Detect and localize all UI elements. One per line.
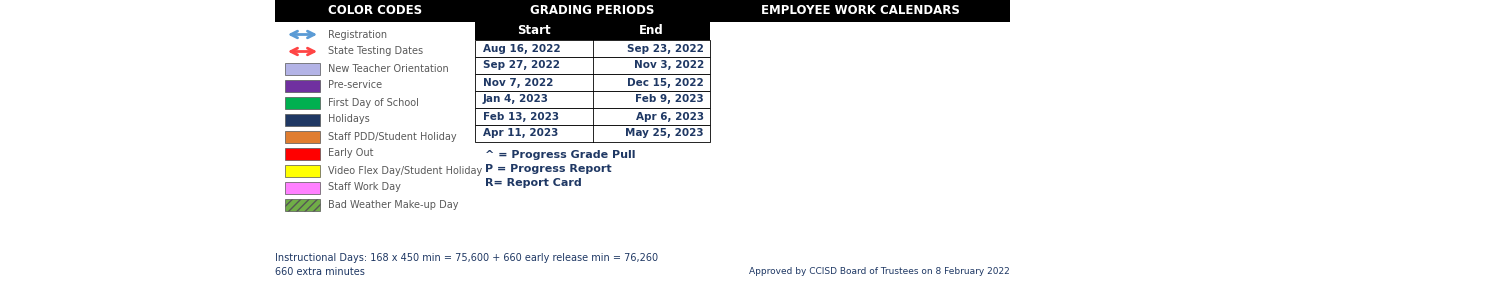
- Text: Nov 7, 2022: Nov 7, 2022: [483, 78, 553, 88]
- Bar: [710, 0, 1010, 22]
- Bar: [476, 74, 710, 91]
- Text: R= Report Card: R= Report Card: [485, 178, 581, 188]
- Text: Instructional Days: 168 x 450 min = 75,600 + 660 early release min = 76,260: Instructional Days: 168 x 450 min = 75,6…: [275, 253, 658, 263]
- Text: Sep 27, 2022: Sep 27, 2022: [483, 61, 560, 71]
- Text: Feb 9, 2023: Feb 9, 2023: [636, 94, 704, 104]
- Text: Video Flex Day/Student Holiday: Video Flex Day/Student Holiday: [328, 166, 482, 176]
- Text: GRADING PERIODS: GRADING PERIODS: [530, 4, 655, 18]
- Text: Registration: Registration: [328, 29, 387, 39]
- Bar: [476, 125, 710, 142]
- Text: Feb 13, 2023: Feb 13, 2023: [483, 111, 559, 121]
- Text: Approved by CCISD Board of Trustees on 8 February 2022: Approved by CCISD Board of Trustees on 8…: [749, 268, 1010, 276]
- Text: P = Progress Report: P = Progress Report: [485, 164, 612, 174]
- Text: Pre-service: Pre-service: [328, 81, 382, 91]
- Text: Jan 4, 2023: Jan 4, 2023: [483, 94, 550, 104]
- Text: New Teacher Orientation: New Teacher Orientation: [328, 64, 448, 74]
- Bar: [285, 165, 320, 176]
- Text: Nov 3, 2022: Nov 3, 2022: [634, 61, 704, 71]
- Text: ^ = Progress Grade Pull: ^ = Progress Grade Pull: [485, 150, 636, 160]
- Text: Staff Work Day: Staff Work Day: [328, 183, 400, 193]
- Text: Holidays: Holidays: [328, 114, 370, 124]
- Bar: [476, 0, 710, 22]
- Text: Dec 15, 2022: Dec 15, 2022: [627, 78, 704, 88]
- Text: Staff PDD/Student Holiday: Staff PDD/Student Holiday: [328, 131, 456, 141]
- Bar: [285, 131, 320, 143]
- Text: Bad Weather Make-up Day: Bad Weather Make-up Day: [328, 200, 459, 210]
- Text: May 25, 2023: May 25, 2023: [625, 128, 704, 138]
- Text: Aug 16, 2022: Aug 16, 2022: [483, 44, 560, 54]
- Text: Early Out: Early Out: [328, 148, 373, 158]
- Bar: [285, 63, 320, 74]
- Text: First Day of School: First Day of School: [328, 98, 418, 108]
- Text: End: End: [639, 24, 663, 38]
- Bar: [275, 0, 476, 22]
- Text: Sep 23, 2022: Sep 23, 2022: [627, 44, 704, 54]
- Bar: [285, 181, 320, 193]
- Bar: [285, 198, 320, 211]
- Bar: [476, 91, 710, 108]
- Bar: [476, 22, 710, 40]
- Text: Apr 6, 2023: Apr 6, 2023: [636, 111, 704, 121]
- Text: Start: Start: [516, 24, 551, 38]
- Bar: [285, 96, 320, 108]
- Text: 660 extra minutes: 660 extra minutes: [275, 267, 365, 277]
- Bar: [285, 148, 320, 160]
- Text: COLOR CODES: COLOR CODES: [328, 4, 423, 18]
- Bar: [285, 79, 320, 91]
- Bar: [285, 113, 320, 126]
- Bar: [476, 57, 710, 74]
- Bar: [476, 108, 710, 125]
- Text: Apr 11, 2023: Apr 11, 2023: [483, 128, 559, 138]
- Bar: [476, 40, 710, 57]
- Text: EMPLOYEE WORK CALENDARS: EMPLOYEE WORK CALENDARS: [761, 4, 959, 18]
- Text: State Testing Dates: State Testing Dates: [328, 46, 423, 56]
